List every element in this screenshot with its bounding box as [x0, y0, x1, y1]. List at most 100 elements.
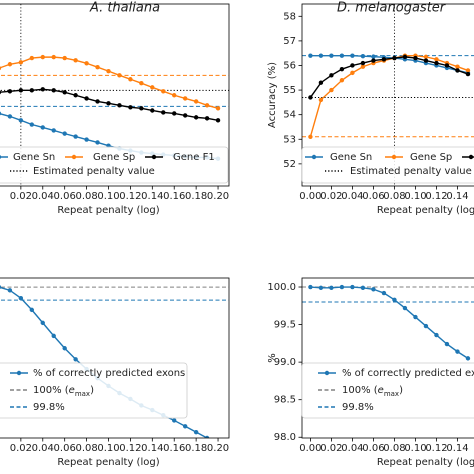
data-point [204, 435, 210, 438]
legend-label-part: ) [90, 385, 94, 396]
data-point [139, 80, 144, 86]
y-tick-label: 100.0 [267, 282, 296, 293]
legend-marker [71, 154, 77, 160]
legend: % of correctly predicted exons 100% (emax… [0, 362, 188, 419]
data-point [350, 70, 355, 76]
legend-label: Gene Sn [13, 152, 55, 163]
x-axis-label: Repeat penalty (log) [57, 205, 159, 216]
legend-label: 100% (emax) [342, 385, 403, 398]
legend-label: Estimated penalty value [350, 166, 472, 177]
x-tick-label: 0.06 [54, 443, 76, 454]
data-point [73, 93, 78, 98]
data-point [7, 114, 13, 119]
data-point [182, 113, 188, 118]
y-tick-label: 57 [283, 36, 296, 47]
x-tick-label: 0.08 [75, 443, 97, 454]
data-point [172, 93, 177, 98]
legend-label: Estimated penalty value [33, 166, 155, 177]
data-point [62, 346, 67, 351]
data-point [106, 68, 111, 74]
data-point [84, 61, 89, 66]
data-point [455, 349, 460, 354]
data-point [350, 63, 355, 68]
series-line [310, 286, 469, 359]
legend-marker [16, 370, 22, 376]
data-point [128, 77, 133, 82]
data-point [423, 58, 429, 63]
data-point [308, 284, 313, 290]
x-tick-label: 0.08 [75, 191, 97, 202]
data-point [455, 64, 460, 69]
data-point [204, 116, 210, 121]
data-point [40, 320, 45, 326]
data-point [62, 55, 67, 61]
x-tick-label: 0.14 [446, 443, 468, 454]
data-point [73, 357, 78, 362]
data-point [204, 103, 210, 108]
data-point [40, 54, 45, 60]
y-tick-label: 99.5 [274, 320, 296, 331]
x-tick-label: 0.08 [383, 443, 405, 454]
data-point [40, 87, 45, 92]
panel: D. melanogaster0.000.020.040.060.080.100… [267, 1, 474, 216]
data-point [117, 103, 122, 108]
data-point [29, 88, 35, 93]
x-axis-label: Repeat penalty (log) [377, 205, 474, 216]
data-point [329, 87, 334, 93]
y-tick-label: 56 [283, 60, 296, 71]
data-point [434, 332, 439, 338]
data-point [465, 68, 471, 73]
data-point [161, 110, 166, 115]
data-point [18, 88, 24, 93]
data-point [182, 96, 188, 101]
data-point [95, 99, 100, 104]
data-point [465, 356, 471, 361]
data-point [150, 85, 155, 90]
data-point [51, 88, 56, 93]
plot-area [302, 4, 474, 186]
legend-box [301, 146, 474, 184]
data-point [18, 118, 24, 123]
legend-box [0, 146, 229, 184]
data-point [51, 333, 56, 339]
data-point [308, 134, 313, 140]
x-tick-label: 0.10 [97, 443, 119, 454]
data-point [318, 53, 324, 58]
data-point [308, 53, 313, 58]
legend-label: % of correctly predicted exons [342, 368, 474, 379]
legend-label-part: max [75, 390, 90, 398]
legend-label: 99.8% [33, 402, 65, 413]
data-point [18, 60, 24, 65]
data-point [193, 99, 199, 104]
data-point [350, 284, 355, 290]
data-point [7, 288, 13, 293]
data-point [150, 108, 155, 113]
legend-label: Gene F1 [173, 152, 215, 163]
panel-title: D. melanogaster [337, 1, 447, 16]
data-point [339, 66, 345, 72]
legend-label: 99.8% [342, 402, 374, 413]
legend-box [0, 362, 188, 419]
legend-marker [324, 370, 330, 376]
series-line [310, 54, 469, 74]
data-point [444, 341, 450, 347]
data-point [329, 53, 334, 58]
legend-marker [468, 154, 474, 160]
x-tick-label: 0.10 [97, 191, 119, 202]
y-axis-label: Accuracy (%) [267, 62, 278, 128]
data-point [73, 58, 78, 63]
data-point [215, 118, 221, 123]
data-point [339, 53, 345, 58]
legend-label-part: ) [399, 385, 403, 396]
y-tick-label: 58 [283, 11, 296, 22]
data-point [29, 307, 35, 313]
legend: % of correctly predicted exons 100% (emax… [301, 362, 474, 419]
x-tick-label: 0.20 [207, 443, 229, 454]
axes-frame [301, 277, 474, 439]
x-tick-label: 0.12 [119, 443, 141, 454]
x-tick-label: 0.18 [185, 191, 207, 202]
data-point [318, 80, 324, 85]
data-point [0, 90, 2, 95]
